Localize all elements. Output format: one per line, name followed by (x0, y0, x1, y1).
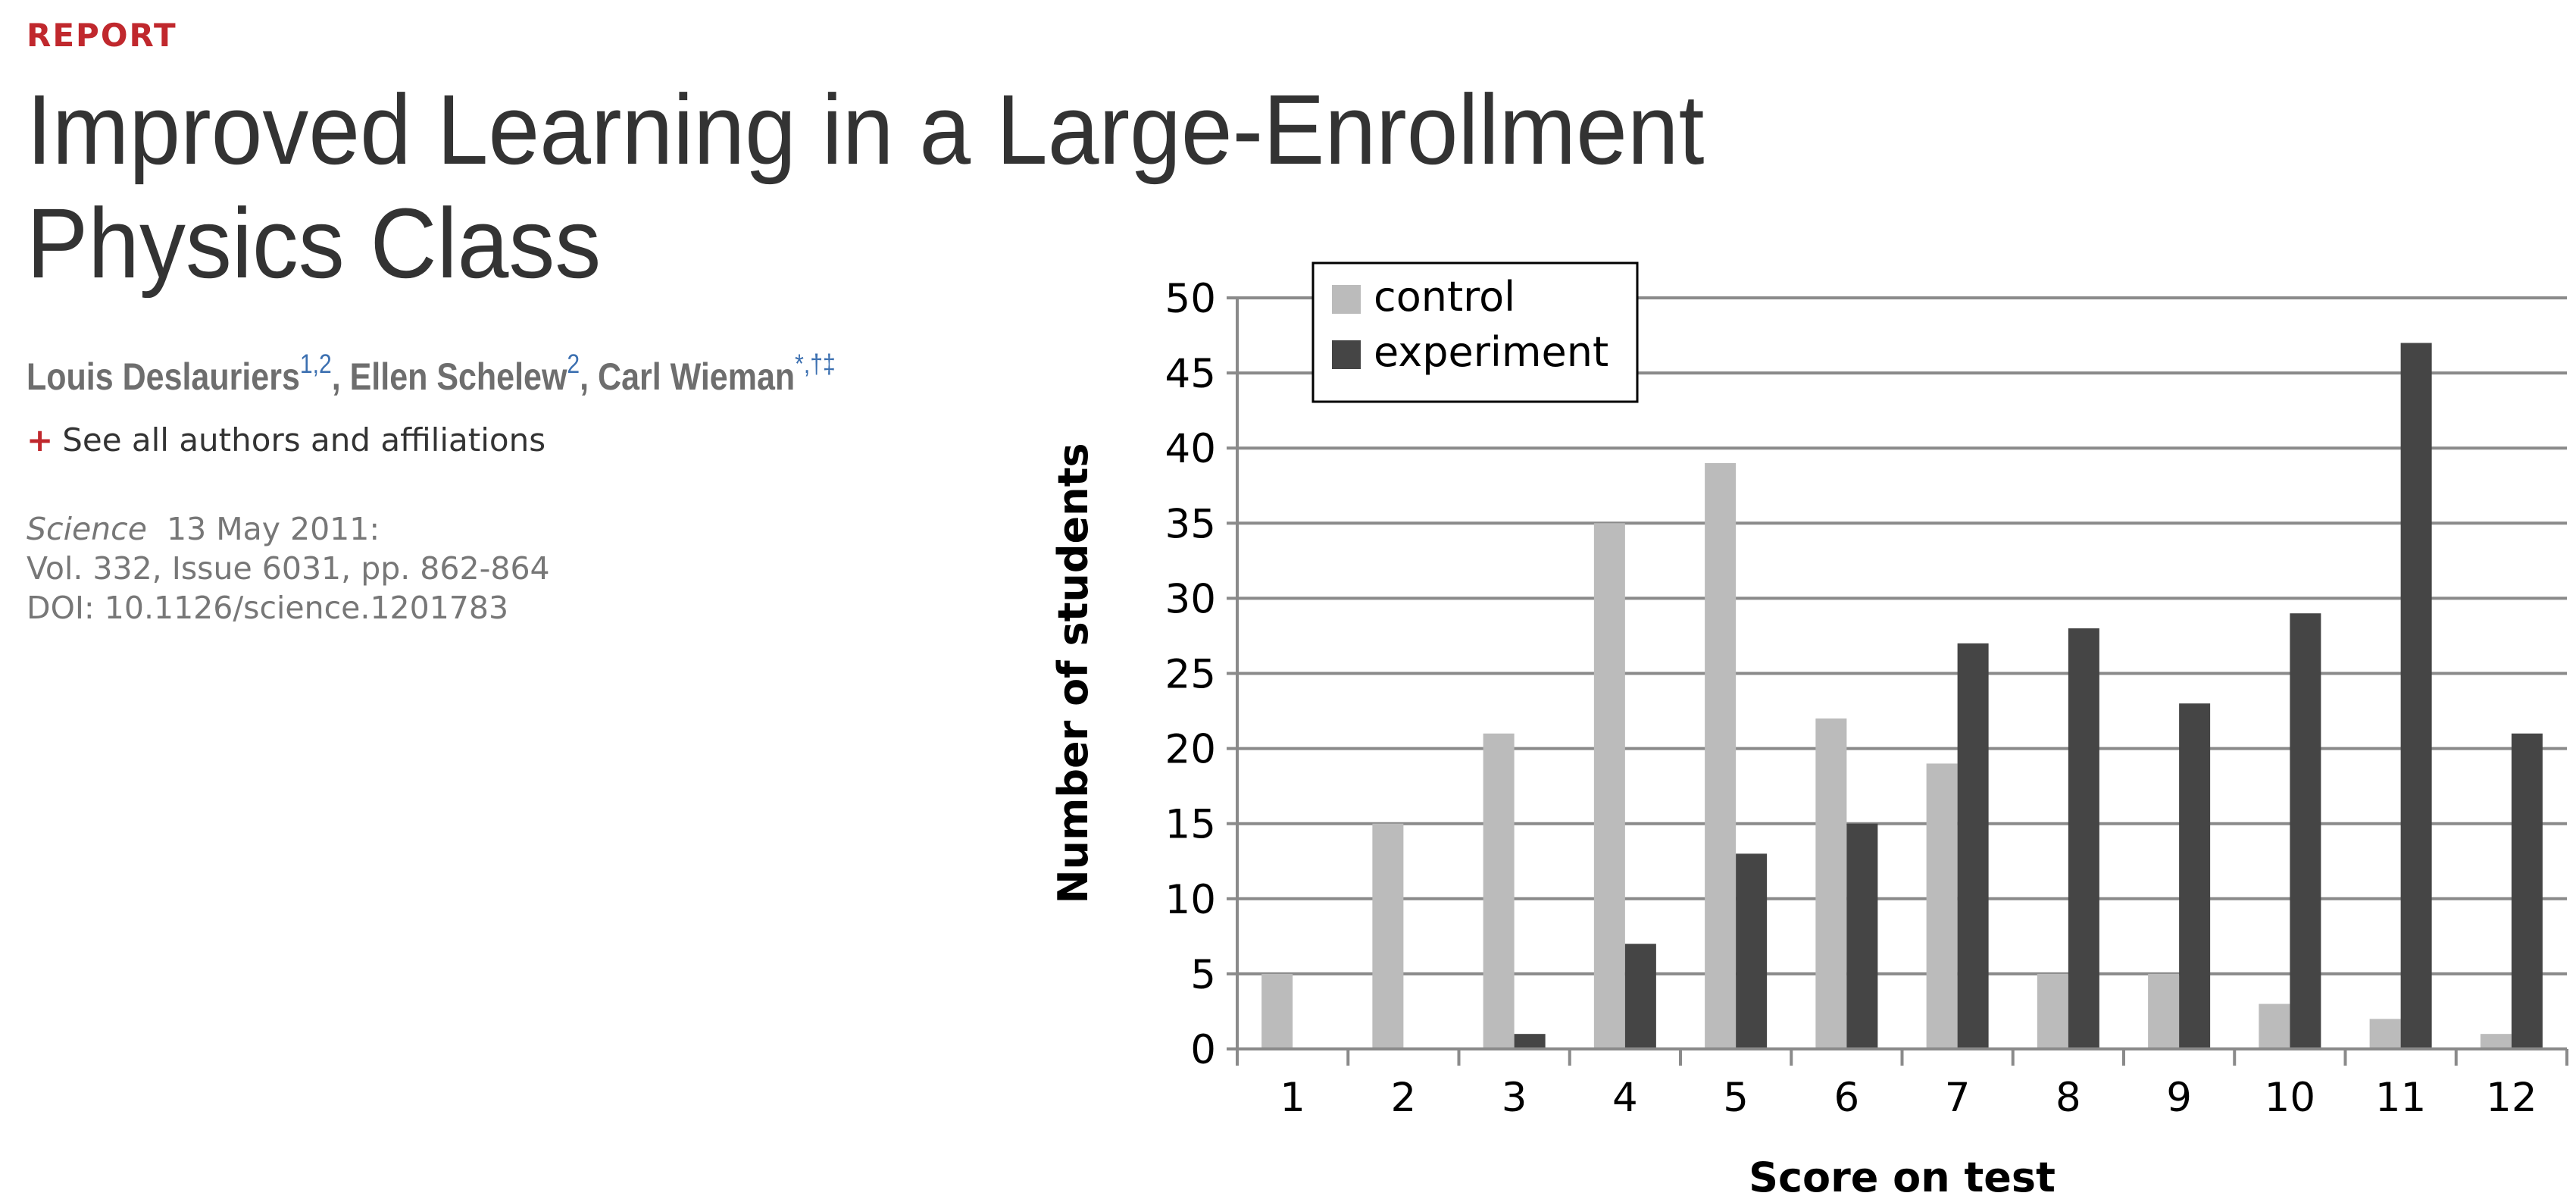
x-tick-label: 4 (1612, 1075, 1638, 1121)
author-separator: , (331, 355, 350, 398)
bar-experiment (1736, 853, 1768, 1049)
citation-volume: Vol. 332, Issue 6031, pp. 862-864 (27, 550, 550, 587)
see-all-authors-label: See all authors and affiliations (62, 421, 546, 459)
bar-control (2037, 973, 2068, 1049)
bar-control (2369, 1019, 2401, 1049)
x-tick-label: 11 (2375, 1075, 2426, 1121)
bar-experiment (1624, 944, 1656, 1049)
article-title: Improved Learning in a Large-Enrollment … (27, 74, 1705, 299)
y-tick-label: 5 (1190, 952, 1216, 998)
x-tick-label: 12 (2486, 1075, 2537, 1121)
x-tick-label: 9 (2166, 1075, 2192, 1121)
x-tick-label: 10 (2265, 1075, 2315, 1121)
y-tick-label: 35 (1165, 501, 1216, 547)
bar-control (2148, 973, 2180, 1049)
x-tick-label: 3 (1502, 1075, 1527, 1121)
citation-date: 13 May 2011: (167, 511, 380, 547)
citation-block: Science 13 May 2011: Vol. 332, Issue 603… (27, 509, 550, 628)
bar-experiment (2290, 613, 2321, 1049)
citation-journal: Science (27, 511, 147, 547)
section-label: REPORT (27, 17, 177, 54)
x-tick-label: 2 (1391, 1075, 1417, 1121)
bar-experiment (2400, 343, 2432, 1050)
citation-doi: DOI: 10.1126/science.1201783 (27, 590, 509, 626)
legend-swatch-experiment (1332, 340, 1361, 369)
plus-icon: + (27, 421, 54, 459)
y-tick-label: 30 (1165, 576, 1216, 622)
bar-experiment (2511, 733, 2543, 1049)
author-affiliation-sup[interactable]: *,†‡ (795, 349, 836, 379)
author-name[interactable]: Ellen Schelew (349, 355, 567, 398)
y-tick-label: 50 (1165, 276, 1216, 322)
y-tick-label: 45 (1165, 351, 1216, 397)
y-tick-label: 25 (1165, 652, 1216, 698)
y-tick-label: 0 (1190, 1027, 1216, 1073)
legend-swatch-control (1332, 285, 1361, 314)
x-axis-title: Score on test (1749, 1154, 2055, 1196)
y-axis-title: Number of students (1049, 443, 1097, 903)
bar-control (1926, 763, 1958, 1049)
bar-control (2259, 1003, 2290, 1049)
bar-experiment (2179, 703, 2211, 1049)
x-tick-label: 1 (1280, 1075, 1305, 1121)
legend-label-control: control (1374, 273, 1515, 321)
author-name[interactable]: Carl Wieman (598, 355, 796, 398)
author-separator: , (580, 355, 599, 398)
legend-label-experiment: experiment (1374, 328, 1608, 376)
bar-control (1483, 733, 1515, 1049)
y-tick-label: 10 (1165, 877, 1216, 923)
x-tick-label: 8 (2055, 1075, 2081, 1121)
bar-control (1705, 463, 1737, 1049)
legend-box (1311, 261, 1639, 403)
bar-control (1261, 973, 1293, 1049)
y-tick-label: 20 (1165, 727, 1216, 773)
x-tick-label: 5 (1723, 1075, 1749, 1121)
author-affiliation-sup[interactable]: 2 (567, 349, 580, 379)
bar-experiment (2068, 628, 2099, 1049)
author-affiliation-sup[interactable]: 1,2 (299, 349, 332, 379)
y-tick-label: 40 (1165, 426, 1216, 472)
y-tick-label: 15 (1165, 802, 1216, 848)
x-tick-label: 6 (1834, 1075, 1860, 1121)
bar-control (1372, 823, 1404, 1049)
bar-control (1815, 718, 1847, 1049)
bar-control (1593, 523, 1625, 1049)
author-list: Louis Deslauriers1,2, Ellen Schelew2, Ca… (27, 351, 836, 399)
citation-journal-line: Science 13 May 2011: (27, 509, 550, 549)
see-all-authors-link[interactable]: + See all authors and affiliations (27, 421, 546, 459)
bar-experiment (1957, 643, 1989, 1049)
bar-experiment (1846, 823, 1878, 1049)
bar-experiment (1514, 1034, 1546, 1049)
x-tick-label: 7 (1945, 1075, 1971, 1121)
bar-control (2480, 1034, 2512, 1049)
author-name[interactable]: Louis Deslauriers (27, 355, 300, 398)
